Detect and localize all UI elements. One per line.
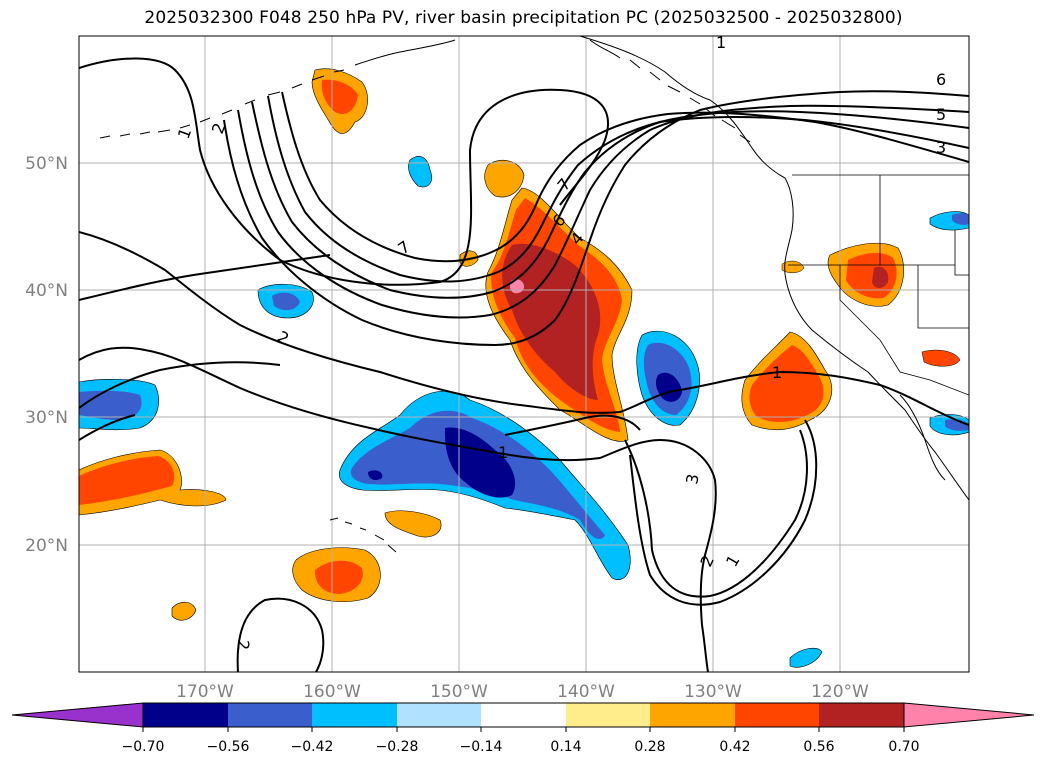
lon-label-140w: 140°W bbox=[557, 682, 615, 702]
colorbar-segment bbox=[397, 703, 481, 727]
gridlines bbox=[79, 36, 969, 672]
colorbar-tick-label: 0.14 bbox=[550, 739, 581, 755]
lat-label-30n: 30°N bbox=[25, 408, 68, 428]
colorbar-segment bbox=[228, 703, 312, 727]
colorbar-tick-label: 0.70 bbox=[888, 739, 919, 755]
contour-label: 3 bbox=[936, 138, 946, 157]
colorbar-segment bbox=[312, 703, 397, 727]
precip-shading bbox=[79, 68, 969, 668]
colorbar-segment bbox=[819, 703, 904, 727]
colorbar-tick-label: 0.28 bbox=[634, 739, 665, 755]
colorbar-segment bbox=[650, 703, 735, 727]
colorbar-segment bbox=[143, 703, 228, 727]
lon-label-130w: 130°W bbox=[684, 682, 742, 702]
contour-label: 2 bbox=[234, 640, 253, 650]
colorbar-extend-low bbox=[11, 702, 144, 728]
pv-contours bbox=[79, 57, 969, 672]
lon-label-170w: 170°W bbox=[176, 682, 234, 702]
lon-label-160w: 160°W bbox=[303, 682, 361, 702]
colorbar-tick-label: −0.56 bbox=[207, 739, 250, 755]
map-frame bbox=[78, 35, 970, 673]
contour-label: 3 bbox=[682, 472, 702, 485]
colorbar: −0.70 −0.56 −0.42 −0.28 −0.14 0.14 0.28 … bbox=[11, 702, 1035, 755]
colorbar-tick-label: 0.56 bbox=[803, 739, 834, 755]
contour-label: 1 bbox=[716, 33, 726, 52]
lon-label-150w: 150°W bbox=[430, 682, 488, 702]
coastlines bbox=[99, 36, 969, 553]
lon-label-120w: 120°W bbox=[811, 682, 869, 702]
colorbar-segment bbox=[566, 703, 650, 727]
lat-label-20n: 20°N bbox=[25, 536, 68, 556]
contour-label: 6 bbox=[936, 70, 946, 89]
chart-title: 2025032300 F048 250 hPa PV, river basin … bbox=[144, 8, 903, 28]
colorbar-tick-label: −0.28 bbox=[376, 739, 419, 755]
state-borders bbox=[788, 174, 969, 396]
lat-label-50n: 50°N bbox=[25, 154, 68, 174]
contour-label: 1 bbox=[62, 341, 83, 356]
colorbar-tick-label: −0.14 bbox=[460, 739, 503, 755]
colorbar-tick-label: −0.42 bbox=[291, 739, 334, 755]
longitude-labels: 170°W 160°W 150°W 140°W 130°W 120°W bbox=[176, 682, 869, 702]
colorbar-tick-label: 0.42 bbox=[719, 739, 750, 755]
contour-label: 1 bbox=[498, 443, 508, 462]
colorbar-segment bbox=[481, 703, 566, 727]
contour-label: 5 bbox=[936, 105, 946, 124]
contour-label: 1 bbox=[772, 363, 782, 382]
latitude-labels: 50°N 40°N 30°N 20°N bbox=[25, 154, 68, 556]
colorbar-segment bbox=[735, 703, 819, 727]
colorbar-extend-high bbox=[903, 702, 1035, 728]
colorbar-tick-label: −0.70 bbox=[122, 739, 165, 755]
lat-label-40n: 40°N bbox=[25, 281, 68, 301]
